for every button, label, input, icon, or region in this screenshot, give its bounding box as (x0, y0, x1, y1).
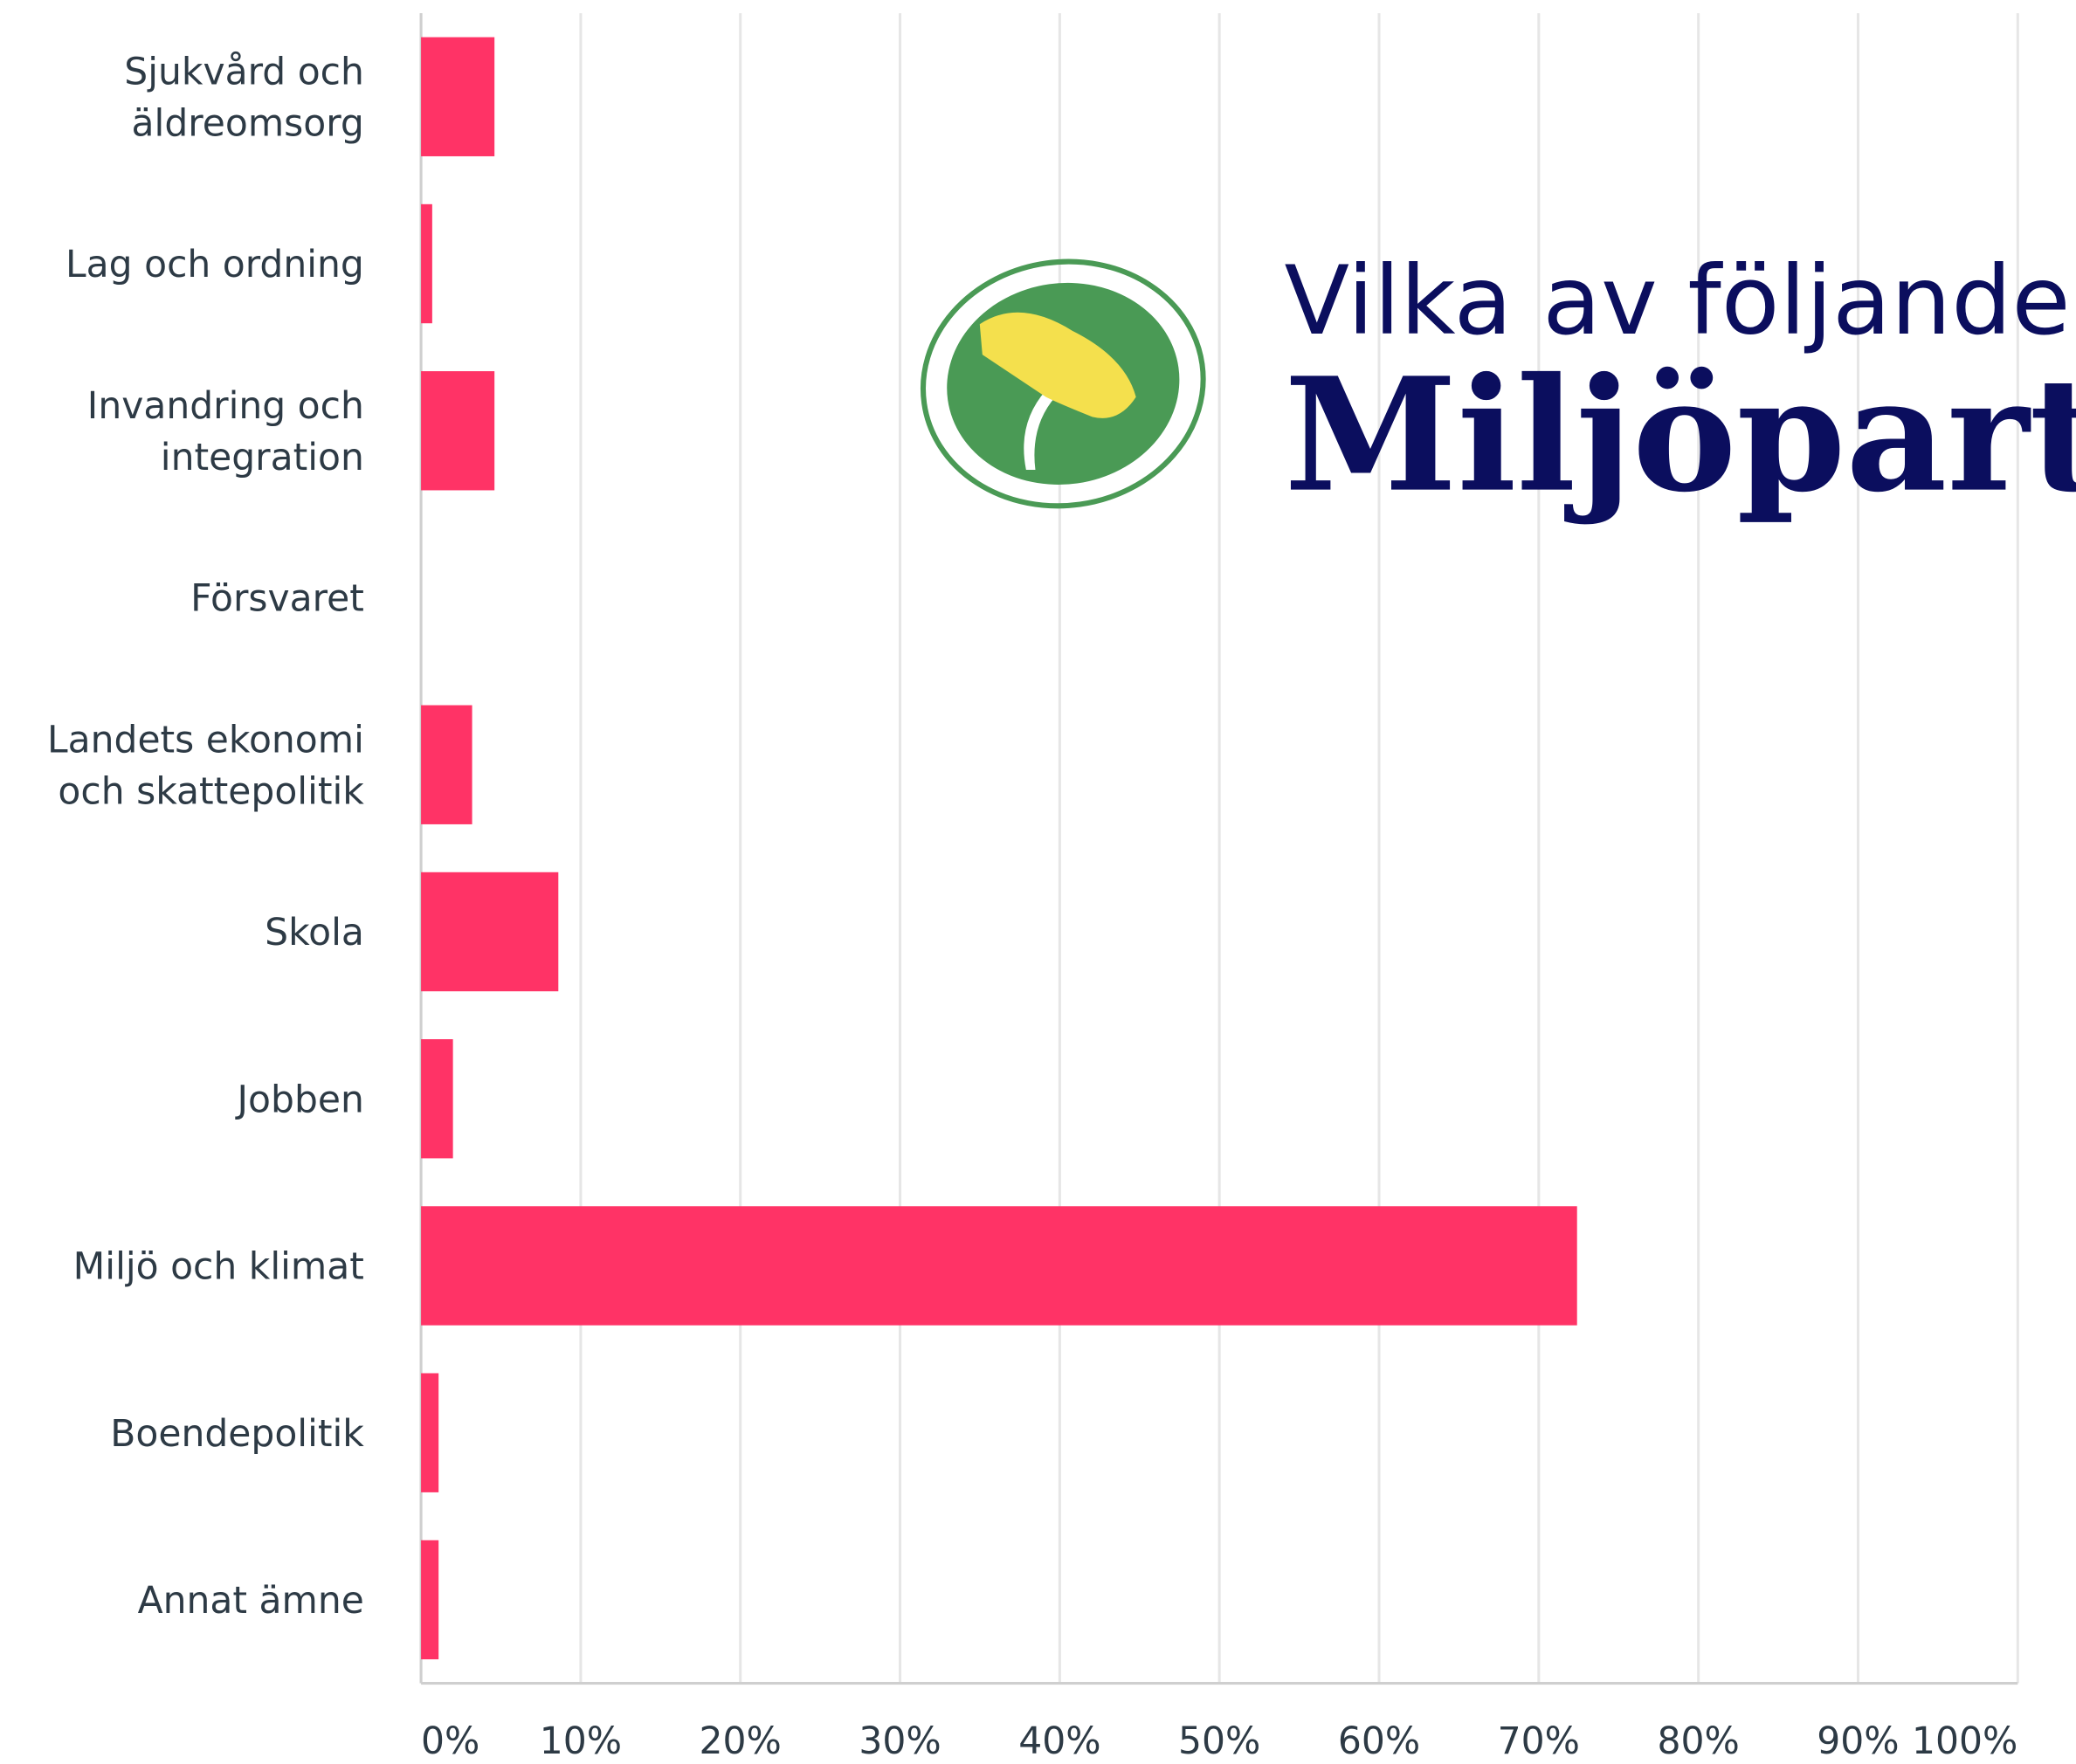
x-tick-label: 60% (1338, 1720, 1420, 1763)
bar (421, 705, 472, 824)
y-tick-label: Jobben (235, 1078, 364, 1121)
x-tick-label: 20% (700, 1720, 782, 1763)
bar (421, 872, 559, 992)
y-tick-label: Boendepolitik (110, 1413, 364, 1456)
x-tick-label: 10% (540, 1720, 622, 1763)
x-tick-label: 30% (859, 1720, 941, 1763)
y-tick-label: Försvaret (190, 578, 364, 621)
bar (421, 371, 495, 491)
x-tick-label: 100% (1912, 1720, 2017, 1763)
x-tick-label: 70% (1498, 1720, 1580, 1763)
y-tick-label: Skola (265, 912, 364, 954)
y-tick-label: Invandring och integration (87, 385, 364, 479)
x-tick-label: 40% (1018, 1720, 1100, 1763)
x-tick-label: 90% (1817, 1720, 1899, 1763)
y-tick-label: Landets ekonomi och skattepolitik (47, 719, 364, 813)
x-tick-label: 50% (1178, 1720, 1260, 1763)
y-tick-label: Lag och ordning (66, 244, 364, 286)
x-tick-label: 80% (1657, 1720, 1739, 1763)
logo (920, 258, 1206, 509)
bar (421, 203, 432, 324)
chart-subtitle: Miljöpart (1284, 344, 2076, 527)
y-tick-label: Sjukvård och äldreomsorg (124, 51, 364, 145)
plot: 0% 10% 20% 30% 40% 50% 60% 70% 80% 90% 100% Sjukvår… (47, 13, 2019, 1763)
bar (421, 37, 495, 156)
bar (421, 1540, 439, 1660)
bar (421, 1373, 439, 1492)
x-tick-label: 0% (421, 1720, 479, 1763)
chart-title: Vilka av följande v (1284, 245, 2076, 356)
bar (421, 1206, 1577, 1326)
y-tick-label: Annat ämne (138, 1580, 364, 1623)
y-tick-label: Miljö och klimat (73, 1246, 364, 1289)
bar (421, 1039, 453, 1159)
